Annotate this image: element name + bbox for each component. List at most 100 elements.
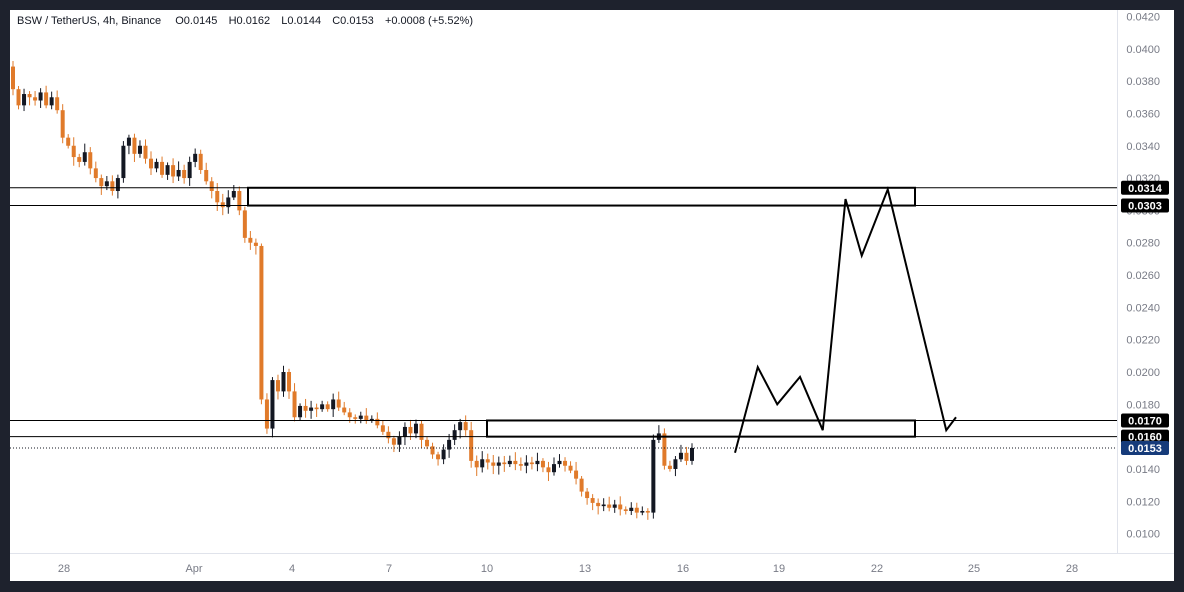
- open-label: O: [175, 15, 184, 27]
- candle: [645, 508, 650, 520]
- candle-body: [104, 181, 109, 187]
- candle-body: [574, 470, 579, 479]
- candle-body: [187, 161, 192, 179]
- candle: [634, 502, 639, 519]
- candle-body: [673, 459, 678, 469]
- candle-body: [347, 412, 352, 418]
- candle-body: [309, 407, 314, 411]
- candle: [662, 428, 667, 470]
- candle: [574, 461, 579, 485]
- last-price-label: 0.0153: [1128, 443, 1162, 455]
- candle-body: [458, 422, 463, 431]
- time-tick-label: 19: [773, 563, 785, 575]
- candle-body: [231, 191, 236, 198]
- candle: [585, 487, 590, 505]
- price-tick-label: 0.0180: [1126, 399, 1160, 411]
- zone-price-label: 0.0314: [1128, 183, 1163, 195]
- candle-body: [425, 439, 430, 447]
- candle: [314, 403, 319, 417]
- candle-body: [474, 460, 479, 468]
- candle: [413, 419, 418, 439]
- candles-layer: [10, 60, 1117, 520]
- candle-body: [314, 407, 319, 410]
- candle: [165, 162, 170, 180]
- zone-box[interactable]: [486, 419, 916, 438]
- candle-body: [88, 152, 93, 169]
- candle: [557, 454, 562, 468]
- candle-body: [198, 153, 203, 170]
- time-tick-label: 4: [289, 563, 295, 575]
- candle: [331, 393, 336, 417]
- candle-body: [513, 460, 518, 465]
- candle: [22, 88, 27, 112]
- candle: [82, 143, 87, 166]
- price-tick-label: 0.0380: [1126, 76, 1160, 88]
- candle: [458, 418, 463, 439]
- zone-price-label: 0.0303: [1128, 201, 1162, 213]
- candle-body: [215, 191, 220, 203]
- candle-body: [502, 462, 507, 465]
- projection-path[interactable]: [734, 186, 957, 454]
- projection-layer: [734, 186, 957, 454]
- candle-body: [16, 89, 21, 106]
- candle-body: [248, 237, 253, 243]
- candle: [430, 442, 435, 459]
- time-tick-label: 7: [386, 563, 392, 575]
- candle: [176, 161, 181, 181]
- candle-body: [397, 436, 402, 445]
- candle: [419, 420, 424, 448]
- candle: [99, 174, 104, 195]
- candle-body: [99, 178, 104, 187]
- change-value: +0.0008 (+5.52%): [384, 15, 474, 27]
- candle: [77, 153, 82, 168]
- candle: [540, 458, 545, 473]
- close-label: C: [332, 15, 341, 27]
- candle: [27, 91, 32, 106]
- candle-body: [391, 438, 396, 445]
- candle: [491, 454, 496, 475]
- candle-body: [38, 92, 43, 101]
- zone-box[interactable]: [247, 186, 916, 207]
- candle-body: [447, 439, 452, 450]
- candle: [469, 421, 474, 468]
- candle-body: [11, 66, 15, 90]
- time-tick-label: Apr: [185, 563, 202, 575]
- candle-body: [259, 245, 264, 400]
- candle: [386, 426, 391, 444]
- candle: [568, 461, 573, 474]
- candle-body: [678, 452, 683, 460]
- candle: [11, 60, 15, 96]
- candle-body: [242, 210, 247, 238]
- candle-body: [121, 145, 126, 179]
- price-axis[interactable]: 0.0100 0.0120 0.0140 0.0160 0.0180 0.0200 0.02…: [1126, 11, 1160, 540]
- candle: [441, 444, 446, 465]
- candle: [275, 374, 280, 400]
- candle-body: [358, 415, 363, 419]
- candle: [309, 400, 314, 419]
- candle: [16, 86, 21, 110]
- candle: [667, 460, 672, 472]
- time-axis[interactable]: 28 Apr 4 7 10 13 16 19 22 25 28: [58, 563, 1078, 575]
- candle-body: [629, 507, 634, 511]
- candle: [287, 368, 292, 399]
- candle-body: [270, 380, 275, 429]
- candle: [452, 424, 457, 446]
- candle: [204, 162, 209, 185]
- symbol-title[interactable]: BSW / TetherUS, 4h, Binance: [17, 15, 162, 27]
- candle-body: [264, 399, 269, 429]
- time-tick-label: 28: [1066, 563, 1078, 575]
- candle: [651, 434, 656, 519]
- candle: [529, 456, 534, 470]
- candle-body: [480, 459, 485, 468]
- candle-body: [436, 454, 441, 460]
- candle-body: [44, 92, 49, 106]
- symbol-legend[interactable]: BSW / TetherUS, 4h, Binance O0.0145 H0.0…: [17, 15, 473, 27]
- candle-body: [623, 509, 628, 511]
- candle: [149, 151, 154, 176]
- candle: [596, 498, 601, 515]
- candle-body: [557, 460, 562, 465]
- candle-body: [353, 417, 358, 419]
- candle-body: [634, 507, 639, 513]
